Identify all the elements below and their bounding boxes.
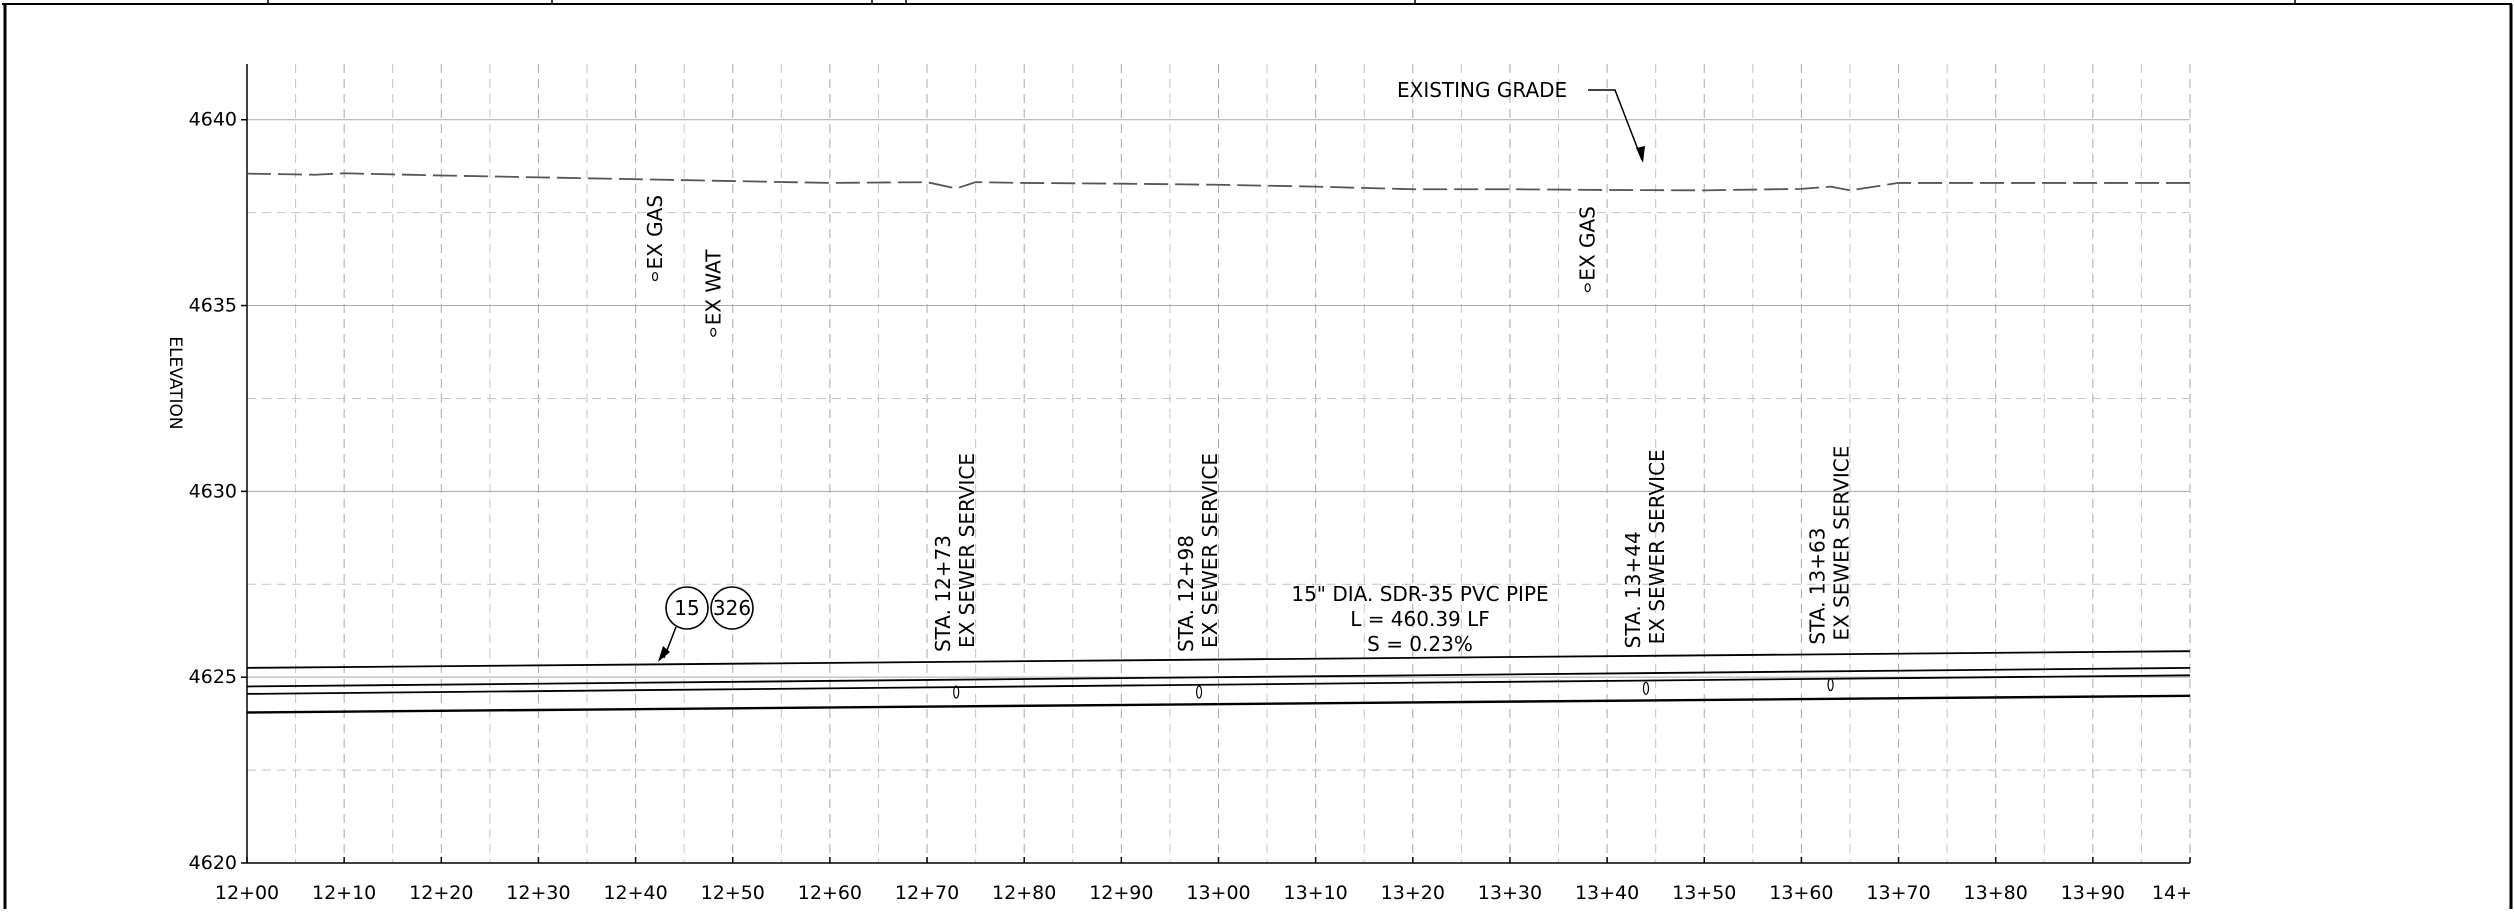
station-tick-label: 12+30 [506, 882, 570, 904]
station-tick-label: 12+60 [798, 882, 862, 904]
sewer-service-station: STA. 12+98 [1174, 535, 1198, 652]
utility-label: EX GAS [1576, 206, 1600, 281]
station-tick-label: 13+20 [1381, 882, 1445, 904]
callout-bubble [710, 586, 754, 630]
station-tick-label: 12+10 [312, 882, 376, 904]
station-tick-label: 13+10 [1284, 882, 1348, 904]
pipe-callout-group: 15 326 [658, 586, 754, 662]
station-tick-label: 13+70 [1866, 882, 1930, 904]
sewer-service-label: EX SEWER SERVICE [955, 453, 979, 648]
station-tick-label: 13+60 [1769, 882, 1833, 904]
callout-text: 15 [674, 596, 699, 620]
station-tick-label: 12+20 [409, 882, 473, 904]
existing-grade-label: EXISTING GRADE [1397, 78, 1567, 102]
sewer-service-label: EX SEWER SERVICE [1830, 446, 1854, 641]
utility-marker [710, 327, 717, 337]
elevation-axis-title: ELEVATION [165, 336, 185, 429]
elevation-tick-label: 4625 [189, 666, 237, 688]
utility-marker [651, 271, 659, 282]
station-tick-label: 12+00 [215, 882, 279, 904]
station-tick-label: 13+50 [1672, 882, 1736, 904]
pipe-profile-line [246, 666, 2191, 688]
elevation-tick-label: 4630 [189, 480, 237, 502]
sewer-services-group: STA. 12+73 EX SEWER SERVICE STA. 12+98 EX S… [931, 446, 1854, 699]
sewer-service-station: STA. 13+63 [1806, 528, 1830, 645]
station-tick-label: 13+00 [1186, 882, 1250, 904]
pipe-profile-line [246, 650, 2191, 669]
sewer-service-marker [1827, 678, 1834, 692]
existing-grade-arrowhead [1636, 146, 1645, 163]
sewer-service-label: EX SEWER SERVICE [1198, 453, 1222, 648]
pipe-profile-line [246, 674, 2191, 695]
station-tick-label: 13+40 [1575, 882, 1639, 904]
station-tick-label: 13+80 [1964, 882, 2028, 904]
pipe-length: L = 460.39 LF [1350, 607, 1490, 631]
sewer-service-station: STA. 13+44 [1621, 531, 1645, 648]
utility-crossings-group: EX GAS EX WAT EX GAS [643, 195, 1600, 337]
pipe-profile-line [246, 694, 2191, 714]
station-tick-label: 12+80 [992, 882, 1056, 904]
station-tick-label: 12+50 [701, 882, 765, 904]
sewer-service-marker [1195, 685, 1203, 699]
utility-marker [1584, 283, 1591, 293]
utility-label: EX WAT [701, 249, 725, 326]
station-tick-label: 14+ [2152, 882, 2192, 904]
pipe-description: 15" DIA. SDR-35 PVC PIPE [1291, 582, 1548, 606]
axes: 4640 4635 4630 4625 4620 12+00 12+10 12+20 12+30… [189, 64, 2192, 904]
elevation-tick-label: 4620 [189, 852, 237, 874]
station-tick-label: 13+90 [2061, 882, 2125, 904]
station-tick-label: 12+90 [1089, 882, 1153, 904]
utility-label: EX GAS [643, 195, 667, 270]
callout-bubble [665, 586, 709, 630]
callout-text: 326 [713, 596, 751, 620]
callout-arrowhead [658, 646, 670, 662]
existing-grade-leader [1588, 89, 1643, 161]
station-tick-label: 12+70 [895, 882, 959, 904]
elevation-tick-label: 4635 [189, 295, 237, 317]
station-tick-label: 13+30 [1478, 882, 1542, 904]
sewer-service-marker [953, 685, 960, 699]
pipe-slope: S = 0.23% [1367, 632, 1473, 656]
sewer-service-marker [1642, 681, 1650, 695]
existing-grade-group [246, 172, 2190, 192]
sewer-service-label: EX SEWER SERVICE [1645, 449, 1669, 644]
station-tick-label: 12+40 [603, 882, 667, 904]
existing-grade-line [246, 172, 2190, 192]
pipe-group [246, 650, 2191, 714]
elevation-tick-label: 4640 [189, 109, 237, 131]
sewer-service-station: STA. 12+73 [931, 535, 955, 652]
